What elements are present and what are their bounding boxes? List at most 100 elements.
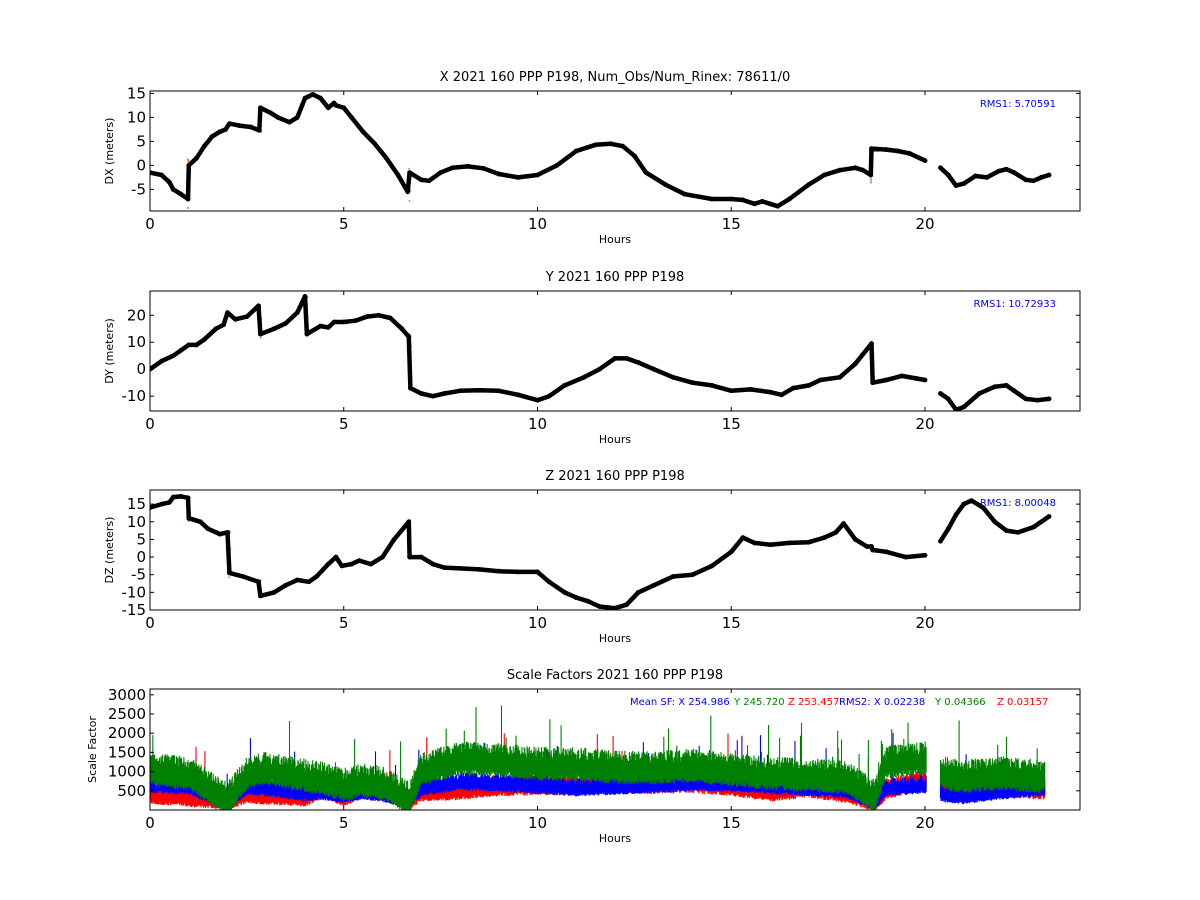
data-point bbox=[256, 303, 261, 309]
data-point bbox=[752, 201, 757, 207]
data-point bbox=[562, 382, 568, 388]
data-point bbox=[496, 171, 502, 177]
data-point bbox=[194, 342, 199, 348]
data-point bbox=[546, 579, 552, 585]
panel-2: 0 5 10 15 20 -10 0 10 20 Y 2021 160 PPP P198 Hours… bbox=[103, 270, 1081, 446]
data-point bbox=[302, 95, 308, 101]
x-tick-label: 0 bbox=[145, 215, 155, 233]
data-point bbox=[573, 595, 579, 601]
data-point bbox=[283, 582, 289, 588]
data-point bbox=[449, 165, 455, 171]
data-point bbox=[1011, 170, 1017, 176]
y-axis-label: DZ (meters) bbox=[103, 517, 116, 584]
data-point bbox=[283, 320, 289, 326]
data-point bbox=[1046, 396, 1052, 402]
outlier-point bbox=[409, 333, 411, 336]
plot-area bbox=[150, 493, 1052, 610]
data-point bbox=[430, 393, 436, 399]
data-point bbox=[159, 358, 165, 364]
data-point bbox=[752, 540, 757, 546]
data-point bbox=[201, 337, 207, 342]
data-point bbox=[197, 519, 203, 525]
outlier-point bbox=[870, 179, 872, 182]
data-point bbox=[302, 293, 308, 299]
data-point bbox=[159, 501, 165, 507]
data-point bbox=[515, 175, 521, 180]
data-point bbox=[740, 535, 746, 541]
axes-frame bbox=[149, 290, 1081, 412]
data-point bbox=[635, 589, 641, 595]
y-tick-label: 15 bbox=[127, 84, 146, 102]
data-point bbox=[438, 170, 444, 176]
outlier-point bbox=[260, 131, 263, 133]
data-point bbox=[240, 574, 246, 579]
data-point bbox=[945, 526, 951, 532]
data-point bbox=[922, 552, 928, 558]
data-point bbox=[287, 119, 292, 125]
data-point bbox=[670, 574, 676, 579]
y-tick-label: 15 bbox=[127, 495, 146, 513]
sf-annotation: Y 0.04366 bbox=[934, 697, 986, 708]
y-axis-label: Scale Factor bbox=[86, 716, 99, 783]
data-point bbox=[961, 501, 967, 507]
data-point bbox=[682, 191, 688, 197]
data-point bbox=[837, 167, 843, 173]
data-point bbox=[899, 373, 905, 379]
x-tick-label: 15 bbox=[722, 814, 741, 832]
axes-frame bbox=[149, 489, 1081, 611]
data-point bbox=[201, 143, 207, 149]
data-point bbox=[535, 172, 540, 178]
data-point bbox=[631, 153, 637, 159]
data-point bbox=[759, 199, 765, 204]
data-point bbox=[178, 493, 184, 499]
data-point bbox=[945, 172, 951, 178]
x-tick-label: 10 bbox=[528, 215, 547, 233]
outlier-point bbox=[408, 200, 411, 202]
data-point bbox=[442, 391, 447, 396]
outlier-point bbox=[870, 181, 872, 184]
data-point bbox=[620, 143, 626, 149]
data-point bbox=[662, 182, 668, 188]
outlier-point bbox=[187, 207, 189, 209]
sf-annotation: Mean SF: X 254.986 bbox=[630, 697, 730, 708]
data-point bbox=[961, 181, 967, 187]
data-point bbox=[405, 189, 411, 195]
x-tick-label: 10 bbox=[528, 814, 547, 832]
x-tick-label: 5 bbox=[339, 215, 349, 233]
data-point bbox=[217, 531, 223, 537]
data-point bbox=[331, 319, 337, 325]
data-point bbox=[178, 191, 184, 197]
data-point bbox=[767, 201, 773, 207]
data-point bbox=[150, 505, 153, 511]
data-point bbox=[349, 115, 354, 120]
outlier-point bbox=[408, 167, 410, 170]
sf-annotation: Z 0.03157 bbox=[997, 697, 1048, 708]
data-point bbox=[883, 147, 889, 152]
data-point bbox=[870, 380, 876, 386]
rms-annotation: RMS1: 5.70591 bbox=[980, 99, 1056, 110]
data-point bbox=[341, 105, 347, 111]
data-point bbox=[1011, 388, 1017, 394]
data-point bbox=[806, 539, 812, 545]
data-point bbox=[953, 407, 959, 411]
y-tick-label: -10 bbox=[122, 387, 147, 405]
data-point bbox=[418, 391, 424, 396]
y-tick-label: 500 bbox=[117, 782, 146, 800]
data-point bbox=[186, 515, 192, 521]
data-point bbox=[333, 103, 339, 108]
data-point bbox=[209, 134, 215, 140]
data-point bbox=[779, 392, 785, 398]
data-point bbox=[213, 326, 219, 332]
data-point bbox=[227, 570, 232, 576]
data-point bbox=[383, 155, 389, 161]
x-tick-label: 5 bbox=[339, 614, 349, 632]
data-point bbox=[406, 519, 412, 525]
data-point bbox=[275, 115, 281, 120]
data-point bbox=[236, 123, 242, 128]
data-point bbox=[318, 323, 323, 329]
data-point bbox=[953, 512, 959, 518]
y-tick-label: 10 bbox=[127, 513, 146, 531]
y-tick-label: 1000 bbox=[108, 763, 146, 781]
data-point bbox=[775, 203, 781, 209]
